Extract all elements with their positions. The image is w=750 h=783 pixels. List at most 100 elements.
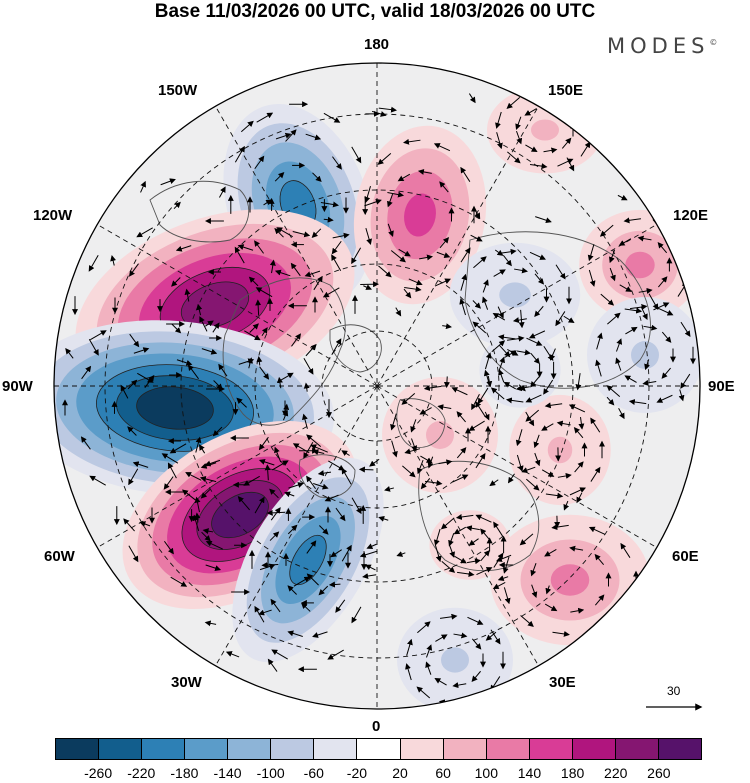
wind-arrow	[436, 251, 451, 258]
wind-arrow	[528, 330, 546, 339]
wind-arrow	[467, 616, 484, 625]
wind-arrow	[335, 507, 346, 522]
colorbar-segment	[270, 739, 314, 759]
wind-arrow	[474, 209, 481, 220]
wind-arrow	[507, 473, 515, 484]
anomaly-contour	[136, 386, 214, 430]
wind-arrow	[213, 380, 223, 390]
wind-arrow	[543, 147, 558, 154]
wind-arrow	[173, 201, 181, 210]
wind-arrow	[364, 186, 371, 204]
lon-label-90e: 90E	[708, 378, 735, 395]
wind-arrow	[247, 357, 253, 369]
wind-arrow	[136, 227, 153, 238]
wind-arrow	[544, 603, 558, 612]
wind-arrow	[317, 470, 332, 477]
wind-arrow	[556, 420, 571, 427]
wind-arrow	[494, 249, 504, 256]
wind-arrow	[128, 468, 139, 486]
wind-arrow	[170, 576, 188, 587]
wind-arrow	[303, 358, 314, 375]
wind-arrow	[617, 194, 628, 201]
wind-arrow	[526, 337, 543, 346]
wind-arrow	[573, 427, 584, 439]
wind-arrow	[285, 129, 297, 142]
wind-arrow	[212, 426, 223, 437]
wind-arrow	[323, 112, 341, 123]
wind-arrow	[377, 153, 392, 165]
wind-arrow	[439, 613, 458, 620]
wind-arrow	[563, 315, 575, 323]
wind-arrow	[199, 316, 208, 332]
wind-arrow	[366, 543, 377, 549]
wind-arrow	[555, 264, 566, 280]
wind-arrow	[341, 450, 350, 457]
wind-arrow	[442, 323, 452, 330]
colorbar-tick-label: 180	[560, 765, 585, 781]
wind-arrow	[466, 695, 483, 704]
wind-arrow	[258, 609, 272, 616]
wind-arrow	[256, 112, 274, 123]
wind-arrow	[495, 554, 512, 562]
wind-arrow	[163, 540, 174, 555]
anomaly-contour	[211, 491, 269, 539]
wind-arrow	[557, 158, 574, 167]
wind-arrow	[629, 304, 648, 310]
colorbar-segment	[98, 739, 142, 759]
wind-arrow	[498, 369, 505, 383]
wind-arrow	[306, 475, 317, 490]
wind-arrow	[576, 492, 583, 504]
wind-arrow	[401, 392, 416, 405]
wind-arrow	[452, 474, 469, 483]
colorbar-segment	[313, 739, 357, 759]
wind-arrow	[457, 571, 475, 577]
wind-arrow	[515, 429, 523, 447]
wind-arrow	[351, 146, 362, 164]
wind-arrow	[369, 458, 380, 467]
wind-arrow	[423, 385, 442, 391]
wind-arrow	[529, 251, 546, 260]
negative-anomaly-cell	[397, 607, 513, 709]
wind-arrow	[534, 452, 541, 467]
wind-arrow	[439, 237, 450, 249]
lon-label-120w: 120W	[33, 207, 73, 224]
wind-arrow	[163, 476, 174, 490]
wind-arrow	[249, 323, 259, 333]
wind-arrow	[318, 585, 329, 596]
wind-arrow	[468, 420, 485, 431]
wind-arrow	[441, 561, 456, 573]
wind-arrow	[643, 324, 658, 331]
wind-arrow	[448, 544, 455, 558]
wind-arrow	[580, 141, 591, 157]
wind-arrow	[89, 475, 106, 486]
wind-arrow	[263, 199, 273, 206]
wind-arrow	[331, 254, 342, 271]
wind-arrow	[291, 333, 302, 347]
wind-arrow	[530, 376, 540, 388]
negative-anomaly-cell	[232, 457, 384, 663]
wind-arrow	[331, 240, 342, 255]
wind-arrow	[471, 393, 480, 411]
wind-arrow	[288, 482, 304, 489]
wind-arrow	[408, 278, 423, 286]
wind-arrow	[181, 489, 196, 501]
wind-arrow	[37, 442, 46, 457]
wind-arrow	[661, 331, 672, 343]
wind-arrow	[396, 551, 406, 557]
wind-arrow	[518, 309, 525, 329]
wind-arrow	[133, 347, 150, 354]
wind-arrow	[305, 343, 317, 357]
wind-arrow	[531, 584, 538, 598]
wind-arrow	[543, 379, 554, 395]
wind-arrow	[256, 356, 263, 366]
wind-arrow	[199, 476, 217, 483]
wind-arrow	[259, 366, 270, 380]
wind-arrow	[492, 582, 506, 590]
wind-arrow	[219, 186, 226, 198]
wind-arrow	[483, 411, 490, 421]
wind-arrow	[237, 496, 251, 511]
wind-arrow	[395, 307, 402, 317]
wind-arrow	[578, 416, 585, 430]
wind-arrow	[312, 172, 322, 183]
wind-arrow	[606, 396, 615, 406]
